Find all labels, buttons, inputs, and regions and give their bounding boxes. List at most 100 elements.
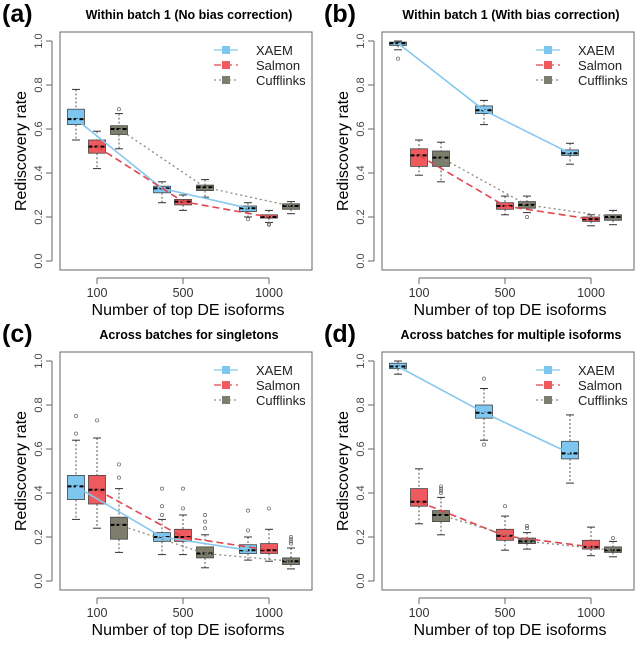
- outlier-point: [74, 431, 78, 436]
- trend-line-xaem: [397, 365, 571, 455]
- box-xaem-100: [67, 88, 85, 141]
- legend-swatch: [544, 381, 552, 389]
- legend-swatch: [544, 76, 552, 84]
- trend-line-xaem: [75, 485, 249, 551]
- box-salmon-100: [88, 418, 106, 529]
- x-tick-label: 500: [173, 286, 194, 300]
- panel-title: Within batch 1 (With bias correction): [402, 8, 619, 22]
- box-xaem-100: [389, 360, 407, 375]
- legend-label-salmon: Salmon: [578, 58, 622, 73]
- plot-frame: [59, 31, 313, 271]
- y-axis-label: Rediscovery rate: [13, 91, 30, 211]
- outlier-point: [117, 475, 121, 480]
- outlier-point: [267, 506, 271, 511]
- box-xaem-1000: [239, 508, 257, 561]
- box-iqr: [432, 510, 450, 523]
- y-tick-label: 0.6: [33, 441, 45, 456]
- outlier-point: [117, 107, 121, 112]
- x-tick-label: 500: [495, 286, 516, 300]
- legend-label-salmon: Salmon: [256, 58, 300, 73]
- y-tick-label: 0.6: [355, 441, 367, 456]
- panel-label: (a): [2, 0, 33, 28]
- box-salmon-1000: [260, 506, 278, 562]
- outlier-point: [203, 526, 207, 531]
- x-tick-label: 1000: [577, 606, 605, 620]
- box-cufflinks-1000: [282, 535, 300, 570]
- trend-line-cufflinks: [118, 524, 292, 562]
- outlier-point: [267, 221, 271, 226]
- x-axis-label: Number of top DE isoforms: [92, 302, 285, 319]
- box-xaem-100: [67, 414, 85, 520]
- legend-swatch: [222, 46, 230, 54]
- plot-frame: [381, 31, 635, 271]
- x-tick-label: 1000: [255, 286, 283, 300]
- outlier-point: [482, 442, 486, 447]
- y-axis-label: Rediscovery rate: [335, 411, 352, 531]
- x-tick-label: 100: [409, 606, 430, 620]
- box-cufflinks-500: [196, 179, 214, 198]
- y-tick-label: 0.2: [33, 529, 45, 544]
- trend-line-xaem: [397, 42, 571, 154]
- legend-label-cufflinks: Cufflinks: [578, 73, 628, 88]
- y-tick-label: 0.4: [33, 165, 45, 180]
- trend-line-salmon: [418, 154, 592, 220]
- outlier-point: [74, 414, 78, 418]
- y-tick-label: 1.0: [33, 33, 45, 48]
- outlier-point: [482, 376, 486, 381]
- y-tick-label: 1.0: [33, 353, 45, 368]
- box-salmon-100: [410, 139, 428, 176]
- legend-label-cufflinks: Cufflinks: [256, 393, 306, 408]
- box-salmon-1000: [582, 526, 600, 557]
- legend-label-xaem: XAEM: [578, 43, 615, 58]
- y-tick-label: 0.8: [355, 397, 367, 412]
- legend-label-xaem: XAEM: [256, 363, 293, 378]
- panel-c: (c) Across batches for singletons 0.0 0.2 0.…: [2, 320, 313, 639]
- outlier-point: [289, 541, 293, 546]
- outlier-point: [117, 462, 121, 467]
- y-tick-label: 0.0: [355, 573, 367, 588]
- trend-line-salmon: [418, 501, 592, 548]
- outlier-point: [289, 539, 293, 544]
- outlier-point: [160, 504, 164, 509]
- trend-line-cufflinks: [118, 128, 292, 207]
- box-salmon-1000: [582, 214, 600, 227]
- y-tick-label: 0.4: [355, 165, 367, 180]
- legend-label-cufflinks: Cufflinks: [578, 393, 628, 408]
- box-iqr: [67, 474, 85, 500]
- box-iqr: [582, 539, 600, 550]
- panel-a: (a) Within batch 1 (No bias correction) 0.…: [2, 0, 313, 319]
- box-iqr: [67, 108, 85, 125]
- x-tick-label: 1000: [577, 286, 605, 300]
- trend-line-salmon: [96, 145, 270, 218]
- box-iqr: [110, 125, 128, 135]
- legend-label-cufflinks: Cufflinks: [256, 73, 306, 88]
- y-tick-label: 0.4: [355, 485, 367, 500]
- legend-label-xaem: XAEM: [256, 43, 293, 58]
- outlier-point: [160, 513, 164, 517]
- y-tick-label: 0.2: [355, 209, 367, 224]
- box-cufflinks-1000: [604, 536, 622, 558]
- box-xaem-1000: [239, 202, 257, 222]
- box-iqr: [410, 148, 428, 167]
- y-axis-label: Rediscovery rate: [13, 411, 30, 531]
- panel-title: Within batch 1 (No bias correction): [86, 8, 293, 22]
- legend-swatch: [544, 396, 552, 404]
- legend-swatch: [222, 381, 230, 389]
- y-tick-label: 0.2: [33, 209, 45, 224]
- y-axis-label: Rediscovery rate: [335, 91, 352, 211]
- plot-frame: [381, 351, 635, 591]
- y-tick-label: 0.8: [33, 397, 45, 412]
- panel-b: (b) Within batch 1 (With bias correction)…: [324, 0, 635, 319]
- panel-label: (c): [2, 320, 33, 348]
- box-iqr: [432, 150, 450, 167]
- x-tick-label: 500: [495, 606, 516, 620]
- outlier-point: [246, 217, 250, 222]
- box-iqr: [110, 516, 128, 540]
- x-tick-label: 1000: [255, 606, 283, 620]
- outlier-point: [203, 519, 207, 524]
- y-tick-label: 1.0: [355, 353, 367, 368]
- outlier-point: [289, 537, 293, 542]
- legend-swatch: [222, 366, 230, 374]
